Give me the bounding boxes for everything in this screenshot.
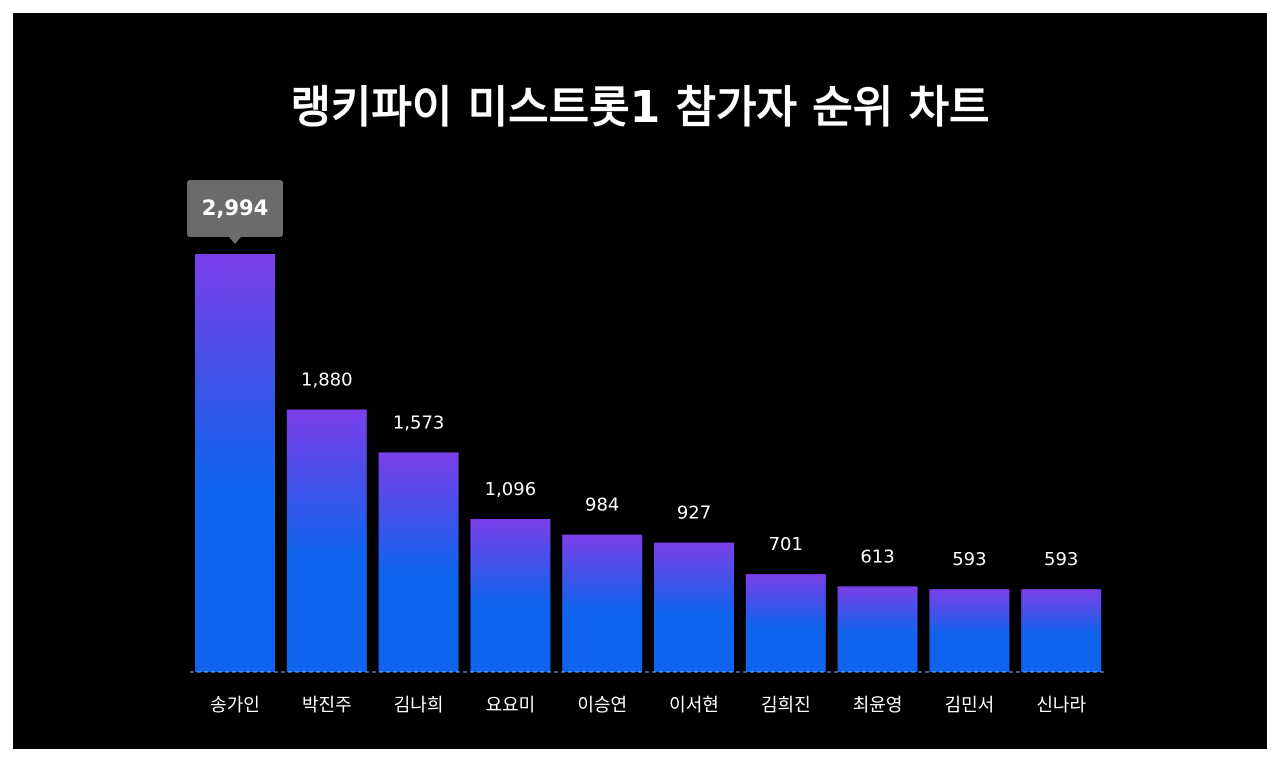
x-tick-label: 김희진 xyxy=(761,695,811,716)
bar-7 xyxy=(745,574,826,672)
bar-value-label: 1,573 xyxy=(393,412,445,433)
x-tick-label: 이서현 xyxy=(669,695,719,716)
bar-2 xyxy=(286,409,367,672)
bar-8 xyxy=(837,586,918,672)
bar-9 xyxy=(929,589,1010,672)
x-tick-label: 송가인 xyxy=(210,695,260,716)
bar-6 xyxy=(654,542,734,672)
callout-pointer xyxy=(229,237,241,244)
bar-value-label: 927 xyxy=(677,503,711,524)
x-tick-label: 김민서 xyxy=(945,695,995,716)
x-tick-label: 최윤영 xyxy=(853,695,903,716)
bar-3 xyxy=(378,452,459,672)
x-tick-label: 박진주 xyxy=(302,695,352,716)
bar-value-label: 701 xyxy=(769,534,803,555)
x-tick-label: 김나희 xyxy=(394,695,444,716)
chart-title: 랭키파이 미스트롯1 참가자 순위 차트 xyxy=(290,82,990,133)
bar-1 xyxy=(195,254,275,672)
bar-4 xyxy=(470,519,551,672)
bar-value-label: 593 xyxy=(1044,549,1078,570)
x-tick-label: 신나라 xyxy=(1036,695,1086,716)
bar-5 xyxy=(562,534,643,672)
bar-value-label: 613 xyxy=(860,546,894,567)
x-tick-label: 이승연 xyxy=(577,695,627,716)
callout-box xyxy=(187,180,283,237)
bar-value-label: 984 xyxy=(585,495,619,516)
x-tick-label: 요요미 xyxy=(486,695,536,716)
bar-value-label: 593 xyxy=(952,549,986,570)
bar-10 xyxy=(1021,589,1102,672)
bar-value-label: 1,096 xyxy=(485,479,537,500)
bar-value-label: 1,880 xyxy=(301,370,353,391)
value-callout: 2,994 xyxy=(187,180,283,244)
bar-value-label: 2,994 xyxy=(202,196,268,220)
